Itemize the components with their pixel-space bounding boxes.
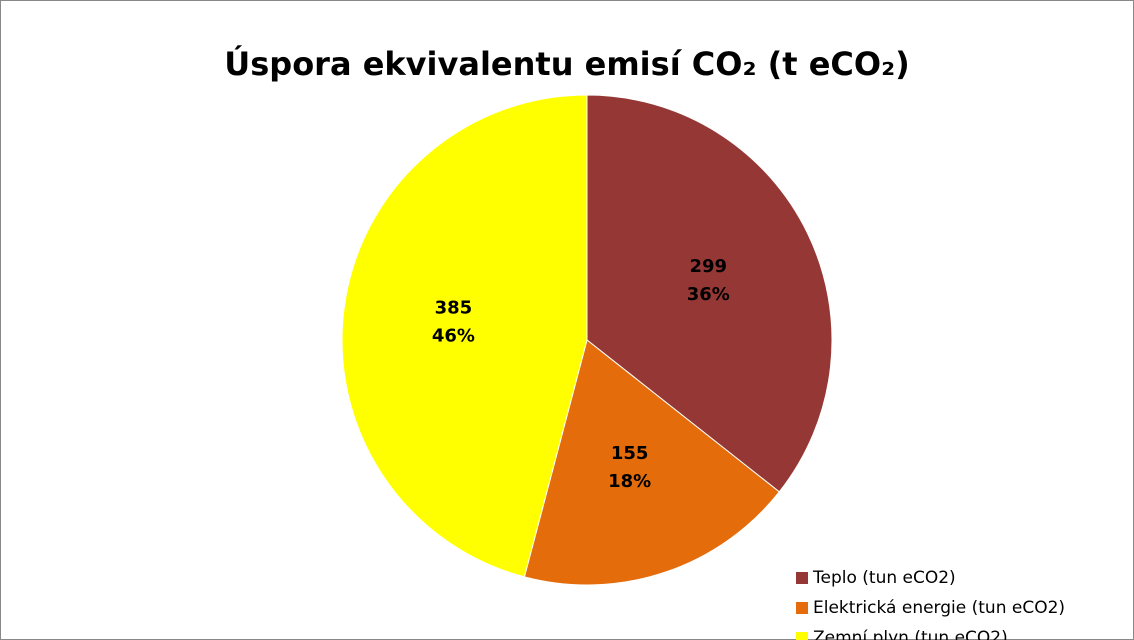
value-label: 155 bbox=[611, 443, 649, 464]
pie-slice bbox=[523, 339, 780, 586]
percent-label: 46% bbox=[432, 326, 475, 347]
pie-slice bbox=[586, 94, 833, 493]
value-label: 385 bbox=[435, 298, 473, 319]
legend-label: Elektrická energie (tun eCO2) bbox=[813, 598, 1065, 618]
legend-label: Teplo (tun eCO2) bbox=[812, 568, 956, 588]
value-label: 299 bbox=[689, 256, 727, 277]
percent-label: 36% bbox=[687, 284, 730, 305]
legend-swatch bbox=[796, 602, 808, 614]
pie-slice bbox=[341, 94, 588, 578]
legend-label: Zemní plyn (tun eCO2) bbox=[813, 628, 1008, 640]
chart-title: Úspora ekvivalentu emisí CO₂ (t eCO₂) bbox=[224, 44, 909, 83]
legend-swatch bbox=[796, 632, 808, 640]
legend-swatch bbox=[796, 572, 808, 584]
percent-label: 18% bbox=[608, 471, 651, 492]
